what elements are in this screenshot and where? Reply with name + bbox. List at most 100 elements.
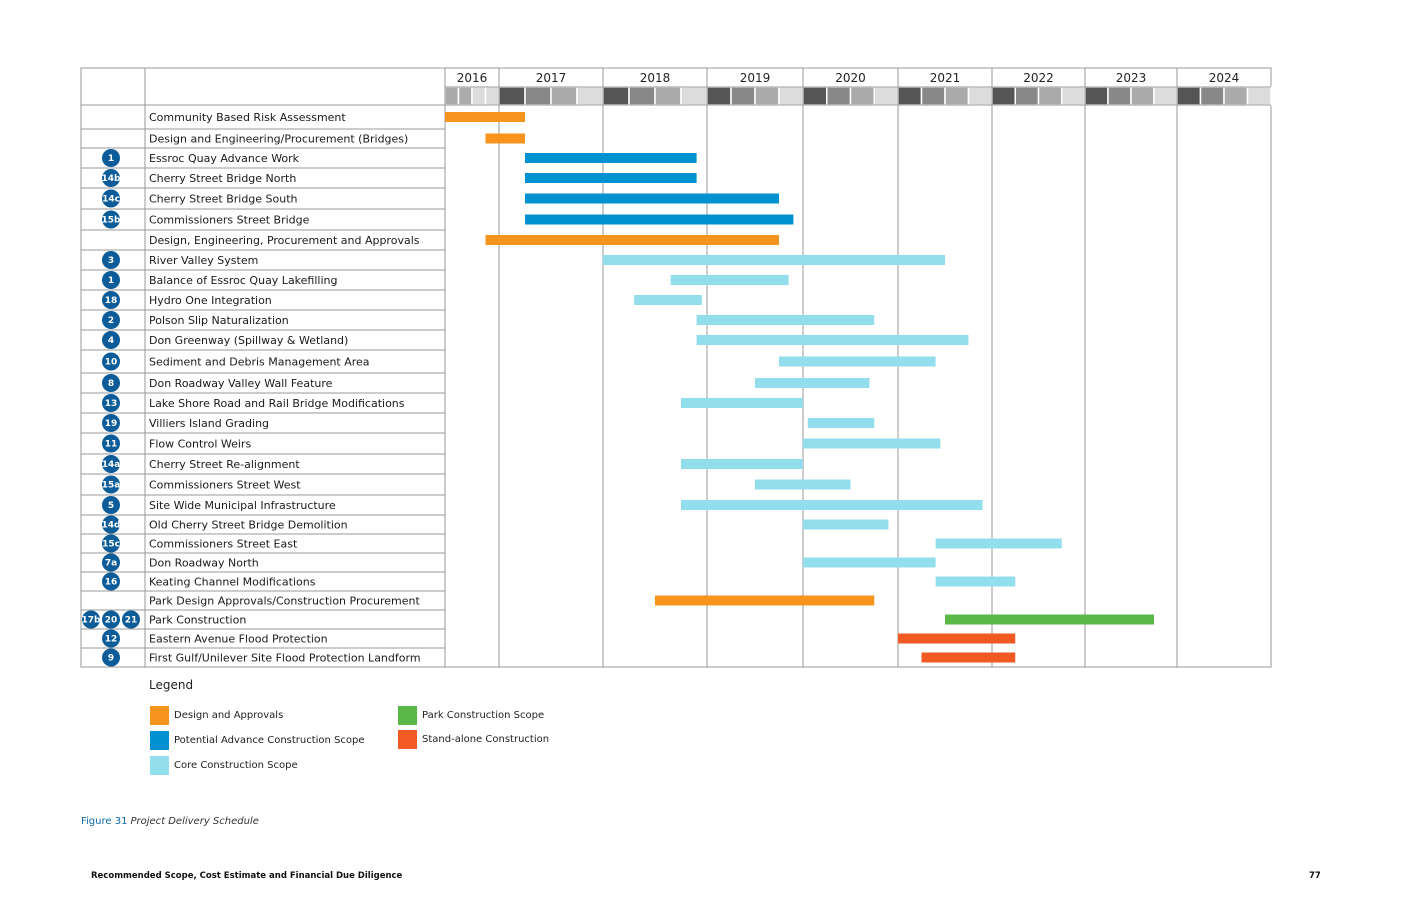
- project-number-badge-icon: [82, 610, 100, 629]
- project-number-badge-text: 5: [108, 501, 114, 511]
- task-label: Site Wide Municipal Infrastructure: [149, 499, 336, 512]
- quarter-cell-2021-q1: [897, 86, 923, 106]
- legend-item-design: Design and Approvals: [150, 706, 283, 725]
- caption-title: Project Delivery Schedule: [130, 816, 259, 827]
- gantt-bar: [525, 214, 794, 225]
- project-number-badge-text: 7a: [105, 559, 117, 569]
- project-number-badge-text: 14c: [102, 195, 120, 205]
- quarter-cell-2017-q1: [498, 86, 526, 106]
- quarter-cell-2020-q2: [826, 86, 852, 106]
- project-number-badge-text: 8: [108, 379, 114, 389]
- quarter-cell-2023-q4: [1153, 86, 1178, 106]
- project-number-badge-icon: [102, 515, 120, 534]
- quarter-cell-2023-q1: [1084, 86, 1109, 106]
- quarter-cell-2016-q1: [444, 86, 460, 106]
- task-label: Don Roadway North: [149, 557, 259, 570]
- quarter-cell-2018-q1: [602, 86, 630, 106]
- quarter-cell-2021-q4: [967, 86, 993, 106]
- legend-title: Legend: [149, 678, 194, 692]
- project-number-badge-icon: [102, 149, 120, 167]
- gantt-bar: [681, 398, 803, 408]
- gantt-bar: [670, 275, 789, 285]
- project-number-badge-icon: [102, 311, 120, 329]
- gantt-bar: [681, 500, 983, 510]
- task-label: Commissioners Street West: [149, 479, 301, 492]
- quarter-cell-2020-q4: [873, 86, 899, 106]
- quarter-cell-2023-q3: [1130, 86, 1155, 106]
- quarter-cell-2017-q2: [524, 86, 552, 106]
- quarter-cell-2024-q3: [1223, 86, 1249, 106]
- task-label: Cherry Street Re-alignment: [149, 458, 300, 471]
- legend-label-advance: Potential Advance Construction Scope: [174, 735, 365, 746]
- task-label: Cherry Street Bridge South: [149, 193, 298, 206]
- project-number-badge-icon: [102, 374, 120, 392]
- project-number-badge-icon: [102, 352, 120, 371]
- year-label-2022: 2022: [1023, 71, 1054, 85]
- gantt-bar: [603, 255, 945, 265]
- quarter-cell-2023-q2: [1107, 86, 1132, 106]
- gantt-bar: [803, 438, 941, 449]
- quarter-cell-2019-q3: [754, 86, 780, 106]
- task-label: Design, Engineering, Procurement and App…: [149, 234, 420, 247]
- task-label: First Gulf/Unilever Site Flood Protectio…: [149, 652, 421, 665]
- page-number: 77: [1309, 871, 1321, 881]
- legend-item-park: Park Construction Scope: [398, 706, 544, 725]
- quarter-cell-2016-q2: [457, 86, 473, 106]
- gantt-bar: [485, 133, 525, 144]
- year-label-2018: 2018: [640, 71, 671, 85]
- year-label-2019: 2019: [740, 71, 771, 85]
- gantt-bar: [898, 633, 1016, 644]
- legend-label-park: Park Construction Scope: [422, 710, 545, 721]
- project-number-badge-icon: [102, 475, 120, 494]
- gantt-bar: [755, 378, 870, 388]
- year-label-2017: 2017: [536, 71, 567, 85]
- task-label: Don Greenway (Spillway & Wetland): [149, 334, 348, 347]
- project-number-badge-icon: [102, 189, 120, 208]
- gantt-bar: [525, 153, 697, 163]
- task-label: Villiers Island Grading: [149, 417, 269, 430]
- footer-section-title: Recommended Scope, Cost Estimate and Fin…: [91, 871, 403, 881]
- gantt-bar: [696, 315, 875, 325]
- project-number-badge-text: 10: [105, 358, 118, 368]
- legend-label-design: Design and Approvals: [174, 710, 284, 721]
- gantt-bar: [807, 418, 875, 428]
- year-label-2020: 2020: [835, 71, 866, 85]
- project-number-badge-text: 13: [105, 399, 118, 409]
- quarter-cell-2018-q4: [680, 86, 708, 106]
- project-number-badge-text: 18: [105, 296, 118, 306]
- project-number-badge-text: 15b: [102, 216, 122, 226]
- project-number-badge-icon: [102, 455, 120, 473]
- task-label: Keating Channel Modifications: [149, 576, 316, 589]
- project-number-badge-text: 12: [105, 635, 118, 645]
- project-number-badge-text: 17b: [82, 616, 102, 626]
- project-number-badge-icon: [102, 610, 120, 629]
- task-label: Flow Control Weirs: [149, 438, 251, 451]
- gantt-bar: [945, 614, 1154, 625]
- task-label: Balance of Essroc Quay Lakefilling: [149, 274, 337, 287]
- quarter-cell-2024-q2: [1199, 86, 1225, 106]
- task-label: Commissioners Street Bridge: [149, 214, 310, 227]
- project-number-badge-icon: [102, 414, 120, 432]
- project-number-badge-text: 16: [105, 578, 118, 588]
- project-number-badge-icon: [102, 251, 120, 269]
- legend-swatch-advance: [150, 731, 169, 750]
- project-number-badge-icon: [102, 534, 120, 553]
- project-number-badge-text: 4: [108, 336, 114, 346]
- quarter-cell-2020-q1: [802, 86, 828, 106]
- legend-item-standalone: Stand-alone Construction: [398, 730, 549, 749]
- project-number-badge-text: 15a: [102, 481, 121, 491]
- project-number-badge-text: 14b: [102, 174, 122, 184]
- quarter-cell-2019-q2: [730, 86, 756, 106]
- project-number-badge-text: 3: [108, 256, 114, 266]
- project-number-badge-icon: [102, 271, 120, 289]
- gantt-bar: [755, 479, 851, 490]
- task-label: Polson Slip Naturalization: [149, 314, 289, 327]
- quarter-cell-2020-q3: [849, 86, 875, 106]
- task-label: Hydro One Integration: [149, 294, 272, 307]
- gantt-bar: [681, 459, 803, 469]
- gantt-bar: [485, 235, 779, 245]
- gantt-bar: [935, 538, 1062, 549]
- quarter-cell-2022-q3: [1037, 86, 1063, 106]
- task-label: Park Design Approvals/Construction Procu…: [149, 595, 420, 608]
